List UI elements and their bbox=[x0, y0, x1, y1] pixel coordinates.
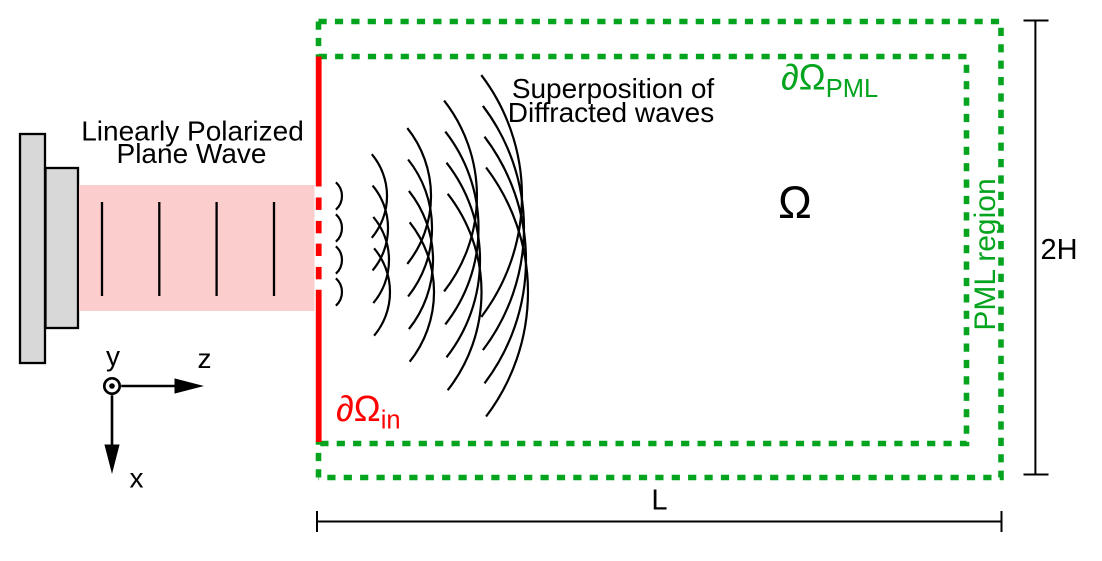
svg-text:Linearly Polarized: Linearly Polarized bbox=[81, 116, 304, 147]
svg-text:Diffracted waves: Diffracted waves bbox=[508, 97, 714, 128]
svg-text:Ω: Ω bbox=[778, 177, 812, 228]
svg-text:L: L bbox=[651, 485, 667, 517]
svg-text:z: z bbox=[198, 343, 212, 374]
svg-text:Superposition of: Superposition of bbox=[512, 73, 715, 104]
svg-text:PML region: PML region bbox=[969, 178, 1002, 330]
svg-text:y: y bbox=[106, 341, 120, 372]
svg-text:x: x bbox=[130, 463, 144, 494]
svg-text:2H: 2H bbox=[1041, 234, 1078, 266]
svg-text:Plane Wave: Plane Wave bbox=[117, 138, 267, 169]
